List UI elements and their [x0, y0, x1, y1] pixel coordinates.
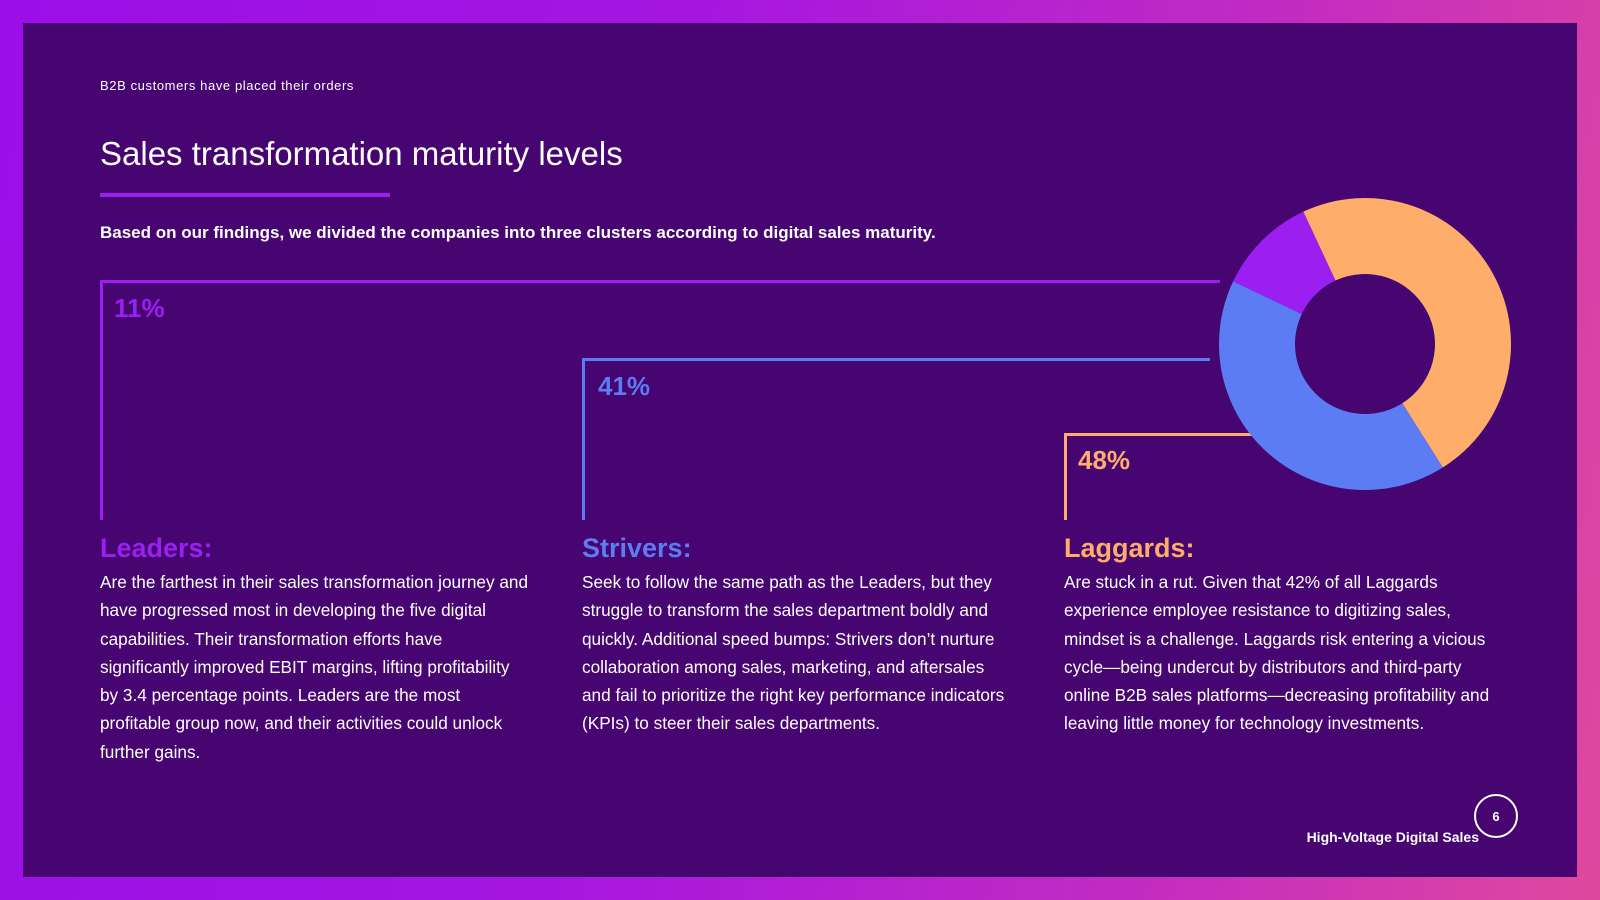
laggards-bracket — [1064, 433, 1436, 520]
laggards-description: Are stuck in a rut. Given that 42% of al… — [1064, 572, 1490, 734]
strivers-heading: Strivers: — [582, 533, 692, 563]
strivers-bracket — [582, 358, 1210, 520]
intro-text: Based on our findings, we divided the co… — [100, 223, 936, 242]
section-kicker: B2B customers have placed their orders — [100, 78, 355, 93]
donut-slice-laggards — [1303, 198, 1511, 468]
strivers-description: Seek to follow the same path as the Lead… — [582, 572, 1005, 734]
leaders-heading: Leaders: — [100, 533, 213, 563]
laggards-heading: Laggards: — [1064, 533, 1195, 563]
laggards-column: Laggards: Are stuck in a rut. Given that… — [1064, 533, 1494, 738]
page-title: Sales transformation maturity levels — [100, 135, 623, 172]
page-number: 6 — [1474, 794, 1518, 838]
laggards-percent: 48% — [1078, 445, 1131, 475]
leaders-column: Leaders: Are the farthest in their sales… — [100, 533, 530, 766]
strivers-percent: 41% — [598, 371, 651, 401]
footer-label: High-Voltage Digital Sales — [1306, 829, 1479, 845]
leaders-percent: 11% — [114, 293, 165, 323]
slide: B2B customers have placed their orders S… — [23, 23, 1577, 877]
donut-slice-leaders — [1233, 211, 1336, 314]
strivers-column: Strivers: Seek to follow the same path a… — [582, 533, 1012, 738]
title-underline — [100, 193, 390, 197]
leaders-bracket — [100, 280, 1220, 520]
maturity-donut-chart — [1219, 198, 1511, 490]
donut-slice-strivers — [1219, 281, 1443, 490]
leaders-description: Are the farthest in their sales transfor… — [100, 572, 529, 762]
